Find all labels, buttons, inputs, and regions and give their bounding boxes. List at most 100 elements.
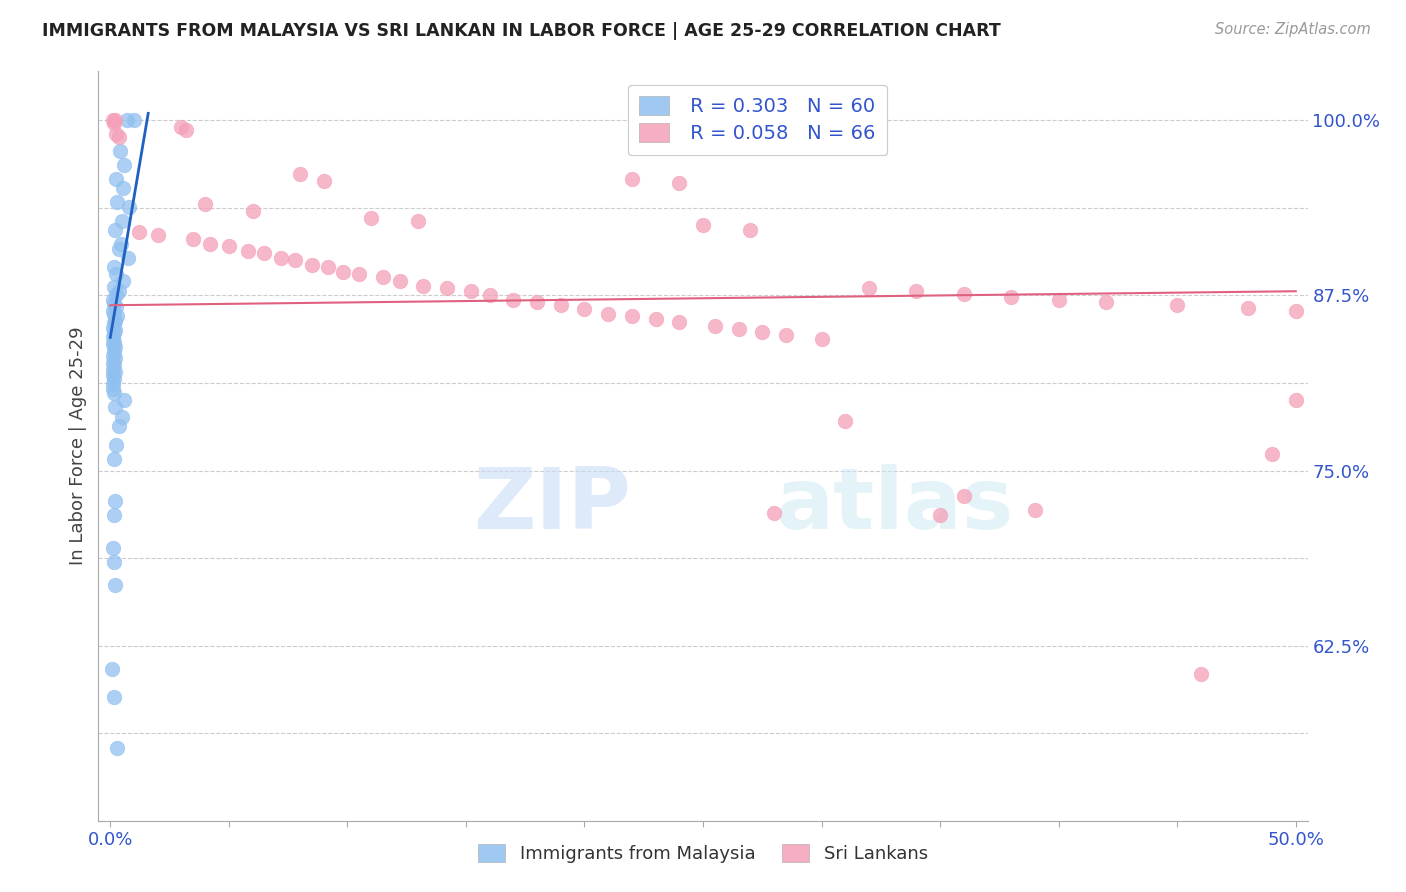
Point <box>412 278 434 293</box>
Point <box>111 410 134 425</box>
Point <box>128 226 150 240</box>
Point <box>620 310 643 324</box>
Point <box>112 180 135 194</box>
Point <box>103 452 125 467</box>
Point <box>103 334 125 349</box>
Point <box>101 362 124 376</box>
Point <box>112 275 135 289</box>
Point <box>834 415 856 429</box>
Point <box>103 260 125 275</box>
Point <box>114 393 136 408</box>
Point <box>104 578 127 592</box>
Point <box>1189 666 1212 681</box>
Point <box>105 740 128 755</box>
Point <box>1166 298 1188 312</box>
Point <box>103 555 125 569</box>
Point <box>103 372 125 386</box>
Point <box>174 123 197 137</box>
Point <box>347 268 370 282</box>
Point <box>103 386 125 401</box>
Point <box>107 242 129 256</box>
Point <box>107 130 129 145</box>
Point <box>550 298 572 312</box>
Point <box>668 315 690 329</box>
Point <box>101 662 124 676</box>
Point <box>110 236 132 251</box>
Point <box>763 506 786 520</box>
Point <box>103 326 125 341</box>
Point <box>101 541 124 555</box>
Legend:  R = 0.303   N = 60,  R = 0.058   N = 66: R = 0.303 N = 60, R = 0.058 N = 66 <box>627 85 887 155</box>
Point <box>104 494 127 508</box>
Point <box>101 349 124 363</box>
Point <box>502 293 524 307</box>
Point <box>103 690 125 705</box>
Point <box>146 228 169 243</box>
Point <box>101 293 124 307</box>
Point <box>727 322 749 336</box>
Point <box>105 438 128 452</box>
Text: IMMIGRANTS FROM MALAYSIA VS SRI LANKAN IN LABOR FORCE | AGE 25-29 CORRELATION CH: IMMIGRANTS FROM MALAYSIA VS SRI LANKAN I… <box>42 22 1001 40</box>
Point <box>218 239 240 253</box>
Point <box>122 113 145 128</box>
Point <box>478 288 501 302</box>
Point <box>360 211 382 226</box>
Point <box>371 270 394 285</box>
Point <box>751 325 773 339</box>
Point <box>103 297 125 311</box>
Point <box>105 300 128 314</box>
Point <box>101 330 124 344</box>
Point <box>929 508 952 523</box>
Point <box>905 285 928 299</box>
Point <box>101 368 124 383</box>
Point <box>668 177 690 191</box>
Point <box>526 295 548 310</box>
Point <box>101 356 124 370</box>
Point <box>105 128 128 142</box>
Point <box>104 323 127 337</box>
Point <box>194 197 217 211</box>
Point <box>740 222 762 236</box>
Point <box>810 332 832 346</box>
Point <box>105 172 128 186</box>
Point <box>1261 447 1284 461</box>
Point <box>104 113 127 128</box>
Point <box>114 158 136 172</box>
Point <box>858 281 880 295</box>
Point <box>1285 393 1308 408</box>
Point <box>104 313 127 327</box>
Point <box>388 275 411 289</box>
Point <box>105 288 128 302</box>
Point <box>952 489 974 503</box>
Point <box>101 376 124 391</box>
Point <box>1047 293 1070 307</box>
Point <box>288 167 311 181</box>
Point <box>1024 502 1046 516</box>
Point <box>101 113 124 128</box>
Point <box>104 351 127 366</box>
Legend: Immigrants from Malaysia, Sri Lankans: Immigrants from Malaysia, Sri Lankans <box>467 834 939 874</box>
Point <box>460 285 482 299</box>
Point <box>242 204 264 219</box>
Point <box>104 401 127 415</box>
Point <box>108 144 131 158</box>
Point <box>103 359 125 373</box>
Y-axis label: In Labor Force | Age 25-29: In Labor Force | Age 25-29 <box>69 326 87 566</box>
Point <box>101 320 124 334</box>
Point <box>253 246 276 260</box>
Point <box>101 382 124 396</box>
Point <box>620 172 643 186</box>
Point <box>1237 301 1260 315</box>
Point <box>301 258 323 272</box>
Point <box>103 317 125 331</box>
Point <box>332 265 354 279</box>
Point <box>111 214 134 228</box>
Point <box>104 340 127 354</box>
Point <box>236 244 259 258</box>
Point <box>198 236 221 251</box>
Point <box>598 307 620 321</box>
Point <box>312 173 335 187</box>
Point <box>284 253 307 268</box>
Point <box>703 319 725 334</box>
Point <box>105 194 128 209</box>
